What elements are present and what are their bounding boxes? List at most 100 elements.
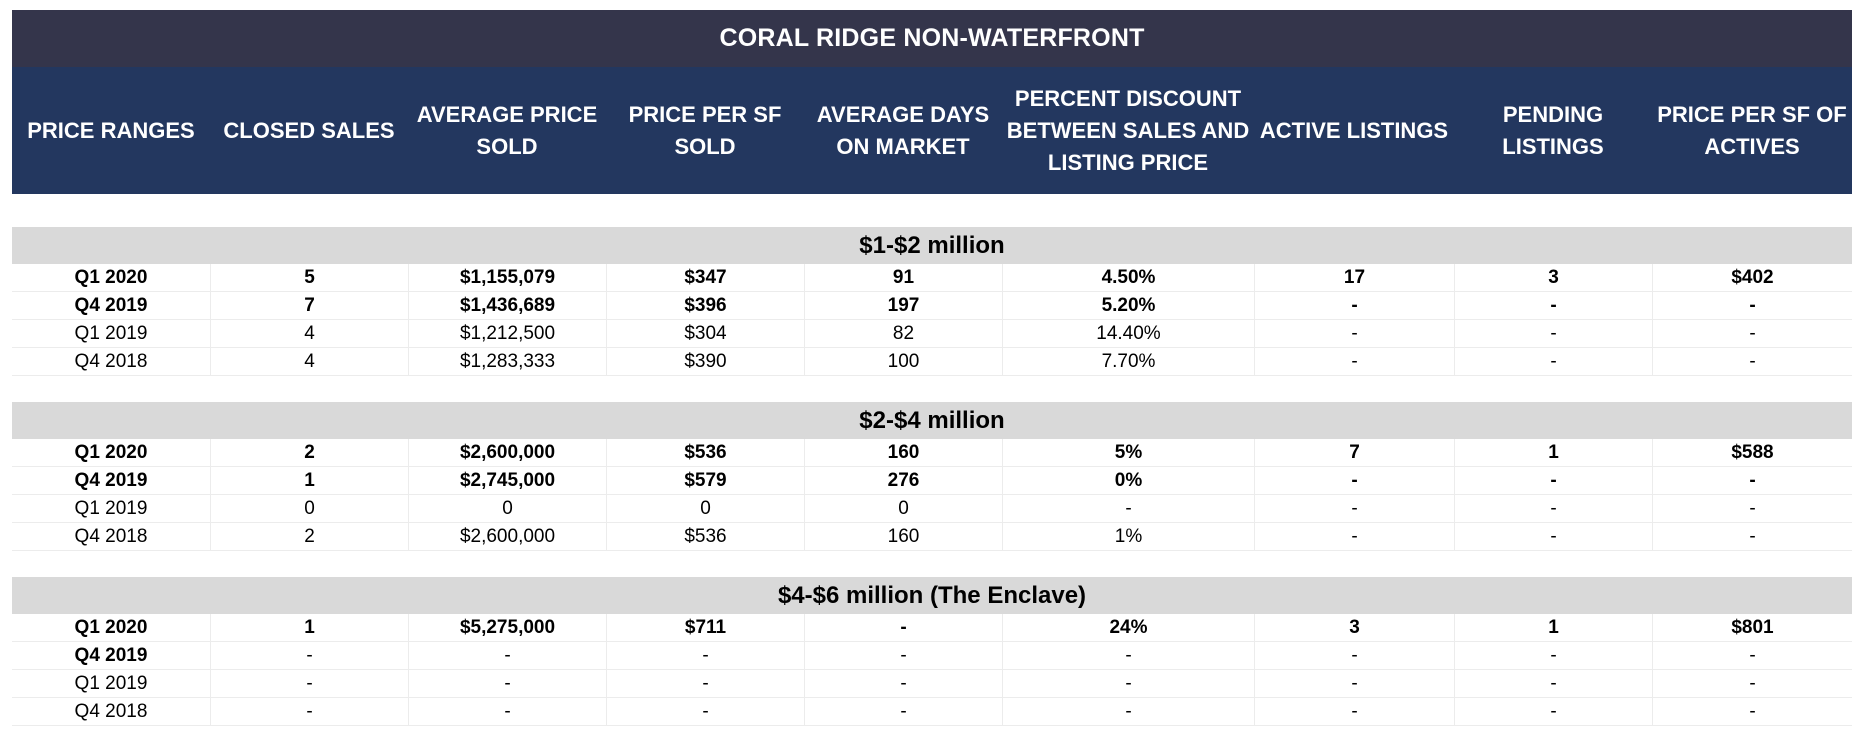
table-cell: $1,436,689: [408, 292, 606, 319]
table-cell: -: [1652, 320, 1852, 347]
table-cell: 160: [804, 439, 1002, 466]
table-cell: -: [1454, 698, 1652, 725]
table-cell: 0: [210, 495, 408, 522]
table-cell: -: [1254, 467, 1454, 494]
column-header-row: PRICE RANGES CLOSED SALES AVERAGE PRICE …: [12, 67, 1852, 194]
table-cell: 4: [210, 320, 408, 347]
table-cell: -: [1652, 467, 1852, 494]
table-cell: -: [1454, 523, 1652, 550]
column-header-active-listings: ACTIVE LISTINGS: [1259, 117, 1449, 143]
table-cell: $2,600,000: [408, 439, 606, 466]
period-label: Q1 2020: [74, 616, 148, 638]
table-row: Q1 2020 1 $5,275,000 $711-24% 3 1 $801: [12, 614, 1852, 642]
table-cell: $801: [1652, 614, 1852, 641]
table-cell: -: [210, 698, 408, 725]
table-row: Q1 2020 5 $1,155,079 $347 91 4.50% 17 3 $402: [12, 264, 1852, 292]
table-cell: 0: [408, 495, 606, 522]
period-label: Q4 2018: [74, 525, 148, 547]
table-row: Q1 2019 4 $1,212,500 $304 82 14.40% - - -: [12, 320, 1852, 348]
table-cell: 4: [210, 348, 408, 375]
table-cell: 91: [804, 264, 1002, 291]
table-cell: -: [1254, 320, 1454, 347]
table-cell: 276: [804, 467, 1002, 494]
table-cell: 4.50%: [1002, 264, 1254, 291]
table-cell: 2: [210, 439, 408, 466]
period-label: Q1 2019: [74, 672, 148, 694]
table-cell: 0: [606, 495, 804, 522]
table-row: Q4 2019 7 $1,436,689 $396 197 5.20% - - -: [12, 292, 1852, 320]
table-cell: -: [1652, 670, 1852, 697]
table-cell: -: [1254, 698, 1454, 725]
period-label: Q1 2019: [74, 497, 148, 519]
table-row: Q1 2020 2 $2,600,000 $536 160 5% 7 1 $588: [12, 439, 1852, 467]
column-header-average-days-on-market: AVERAGE DAYS ON MARKET: [816, 101, 990, 159]
period-label: Q4 2019: [74, 294, 148, 316]
table-cell: -: [408, 670, 606, 697]
section-header: $4-$6 million (The Enclave): [12, 577, 1852, 614]
table-cell: 5%: [1002, 439, 1254, 466]
table-cell: $402: [1652, 264, 1852, 291]
table-cell: -: [1254, 495, 1454, 522]
table-cell: $2,745,000: [408, 467, 606, 494]
table-cell: -: [1454, 292, 1652, 319]
table-cell: $1,283,333: [408, 348, 606, 375]
table-cell: -: [606, 698, 804, 725]
table-cell: 82: [804, 320, 1002, 347]
period-label: Q1 2019: [74, 322, 148, 344]
table-row: Q4 2019 1 $2,745,000 $579 276 0% - - -: [12, 467, 1852, 495]
table-cell: -: [1254, 523, 1454, 550]
table-cell: $5,275,000: [408, 614, 606, 641]
table-cell: -: [804, 698, 1002, 725]
table-row: Q4 2018 4 $1,283,333 $390 100 7.70% - - -: [12, 348, 1852, 376]
table-cell: $579: [606, 467, 804, 494]
table-cell: 7: [1254, 439, 1454, 466]
table-cell: 3: [1454, 264, 1652, 291]
table-cell: -: [1454, 348, 1652, 375]
table-cell: $588: [1652, 439, 1852, 466]
table-cell: 1: [1454, 439, 1652, 466]
table-cell: -: [1454, 320, 1652, 347]
table-cell: 7.70%: [1002, 348, 1254, 375]
period-label: Q1 2020: [74, 441, 148, 463]
table-cell: -: [1652, 495, 1852, 522]
column-header-percent-discount: PERCENT DISCOUNT BETWEEN SALES AND LISTI…: [1006, 85, 1250, 175]
table-cell: -: [1652, 642, 1852, 669]
table-row: Q1 2019 0 0 0 0- - - -: [12, 495, 1852, 523]
column-header-pending-listings: PENDING LISTINGS: [1502, 101, 1604, 159]
period-label: Q4 2018: [74, 350, 148, 372]
table-cell: -: [1254, 292, 1454, 319]
table-cell: 0: [804, 495, 1002, 522]
column-header-price-per-sf-sold: PRICE PER SF SOLD: [628, 101, 782, 159]
table-cell: 160: [804, 523, 1002, 550]
table-cell: -: [1002, 698, 1254, 725]
table-cell: 3: [1254, 614, 1454, 641]
table-cell: -: [1652, 698, 1852, 725]
table-cell: -: [408, 642, 606, 669]
table-cell: -: [1002, 670, 1254, 697]
table-cell: -: [1254, 670, 1454, 697]
table-cell: 1%: [1002, 523, 1254, 550]
market-report-table: CORAL RIDGE NON-WATERFRONT PRICE RANGES …: [12, 10, 1852, 726]
table-cell: $347: [606, 264, 804, 291]
column-header-average-price-sold: AVERAGE PRICE SOLD: [416, 101, 598, 159]
section-header: $1-$2 million: [12, 227, 1852, 264]
table-cell: -: [1454, 495, 1652, 522]
table-cell: -: [1454, 642, 1652, 669]
table-cell: -: [1652, 523, 1852, 550]
table-cell: 2: [210, 523, 408, 550]
table-cell: 14.40%: [1002, 320, 1254, 347]
table-cell: -: [606, 642, 804, 669]
table-cell: 17: [1254, 264, 1454, 291]
table-cell: -: [1002, 642, 1254, 669]
table-cell: -: [606, 670, 804, 697]
table-cell: 1: [210, 467, 408, 494]
table-cell: -: [210, 642, 408, 669]
table-cell: 197: [804, 292, 1002, 319]
table-cell: $536: [606, 523, 804, 550]
table-cell: -: [804, 642, 1002, 669]
table-cell: $536: [606, 439, 804, 466]
table-row: Q4 2018- - - - - - - -: [12, 698, 1852, 726]
table-cell: $390: [606, 348, 804, 375]
table-cell: $1,155,079: [408, 264, 606, 291]
table-cell: $1,212,500: [408, 320, 606, 347]
